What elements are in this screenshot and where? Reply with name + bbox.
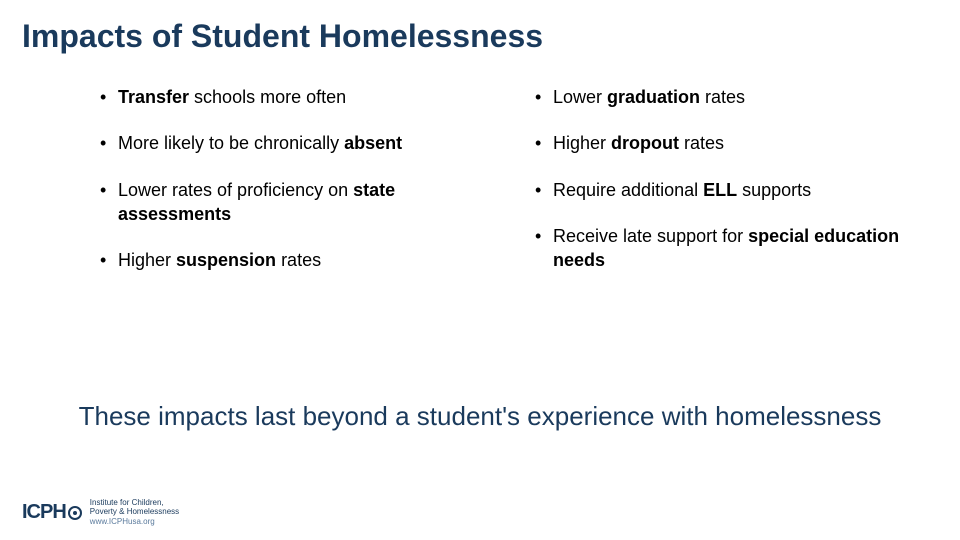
- list-item: Receive late support for special educati…: [535, 224, 920, 273]
- logo-mark: ICPH: [22, 501, 82, 524]
- left-column: Transfer schools more often More likely …: [100, 85, 485, 294]
- list-item: Lower rates of proficiency on state asse…: [100, 178, 485, 227]
- slide-title: Impacts of Student Homelessness: [0, 0, 960, 55]
- list-item: Higher suspension rates: [100, 248, 485, 272]
- logo: ICPH Institute for Children, Poverty & H…: [22, 499, 179, 526]
- logo-icon: [68, 506, 82, 520]
- list-item: Require additional ELL supports: [535, 178, 920, 202]
- list-item: Transfer schools more often: [100, 85, 485, 109]
- list-item: Lower graduation rates: [535, 85, 920, 109]
- logo-url: www.ICPHusa.org: [90, 517, 179, 526]
- right-column: Lower graduation rates Higher dropout ra…: [535, 85, 920, 294]
- list-item: Higher dropout rates: [535, 131, 920, 155]
- logo-text-block: Institute for Children, Poverty & Homele…: [90, 499, 179, 526]
- bullet-columns: Transfer schools more often More likely …: [0, 55, 960, 294]
- summary-text: These impacts last beyond a student's ex…: [0, 400, 960, 434]
- list-item: More likely to be chronically absent: [100, 131, 485, 155]
- logo-line2: Poverty & Homelessness: [90, 508, 179, 517]
